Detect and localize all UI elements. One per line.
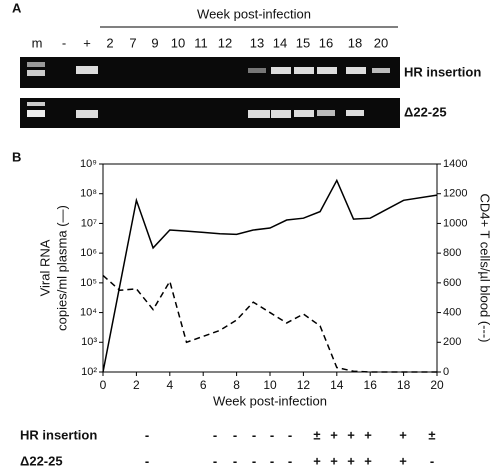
y2-tick-label: 1400 (443, 158, 467, 170)
lane-label: 15 (296, 35, 310, 50)
cell: - (252, 453, 256, 468)
cell: + (330, 427, 338, 442)
y2-tick-label: 0 (443, 366, 449, 378)
cell: - (288, 427, 292, 442)
x-tick-label: 18 (397, 378, 411, 392)
y-tick-label: 10⁷ (81, 217, 97, 229)
cell: + (347, 427, 355, 442)
y2-tick-label: 1000 (443, 217, 467, 229)
cell: - (430, 453, 434, 468)
y-tick-label: 10⁹ (80, 158, 97, 170)
lane-label: + (83, 35, 91, 50)
x-tick-label: 6 (200, 378, 207, 392)
cell: - (233, 453, 237, 468)
y-tick-label: 10² (81, 366, 97, 378)
cell: - (288, 453, 292, 468)
lane-label: 20 (374, 35, 388, 50)
cell: - (213, 453, 217, 468)
y2-tick-label: 800 (443, 247, 461, 259)
x-tick-label: 8 (233, 378, 240, 392)
cell: + (330, 453, 338, 468)
cell: - (145, 427, 149, 442)
lane-label: 12 (218, 35, 232, 50)
lane-label: 11 (194, 35, 208, 50)
cell: - (233, 427, 237, 442)
row-label: Δ22-25 (20, 453, 63, 468)
x-tick-label: 12 (297, 378, 311, 392)
panel-label: B (12, 149, 21, 164)
y2-tick-label: 600 (443, 277, 461, 289)
cell: + (399, 427, 407, 442)
y-axis-label: Viral RNA (37, 239, 52, 296)
cell: + (364, 453, 372, 468)
cell: - (145, 453, 149, 468)
lane-label: 18 (348, 35, 362, 50)
y-tick-label: 10⁵ (80, 277, 97, 289)
cell: - (213, 427, 217, 442)
cell: - (270, 453, 274, 468)
x-tick-label: 16 (364, 378, 378, 392)
cell: + (399, 453, 407, 468)
cell: - (252, 427, 256, 442)
lane-label: 2 (106, 35, 113, 50)
cell: - (270, 427, 274, 442)
bands (27, 62, 390, 118)
lane-label: 10 (171, 35, 185, 50)
cell: + (364, 427, 372, 442)
gel-heading: Week post-infection (197, 6, 311, 21)
y-tick-label: 10⁶ (80, 247, 97, 259)
gel-label: HR insertion (404, 64, 481, 79)
lane-label: 13 (250, 35, 264, 50)
x-tick-label: 14 (330, 378, 344, 392)
x-tick-label: 2 (133, 378, 140, 392)
y2-tick-label: 400 (443, 306, 461, 318)
y-tick-label: 10⁸ (80, 188, 97, 200)
x-tick-label: 20 (430, 378, 444, 392)
plot-frame (102, 163, 438, 373)
x-axis-label: Week post-infection (213, 393, 327, 408)
lane-label: 16 (319, 35, 333, 50)
lane-label: - (62, 35, 66, 50)
cell: ± (313, 427, 320, 442)
cell: + (347, 453, 355, 468)
cell: ± (428, 427, 435, 442)
y2-tick-label: 200 (443, 336, 461, 348)
y-tick-label: 10³ (81, 336, 97, 348)
row-label: HR insertion (20, 427, 97, 442)
panel-label: A (12, 0, 22, 15)
line (102, 178, 438, 373)
line (102, 274, 437, 373)
x-tick-label: 10 (263, 378, 277, 392)
x-tick-label: 0 (100, 378, 107, 392)
lane-label: 7 (129, 35, 136, 50)
cell: + (313, 453, 321, 468)
lane-label: 9 (151, 35, 158, 50)
lane-label: m (32, 35, 43, 50)
x-tick-label: 4 (166, 378, 173, 392)
y2-axis-label: CD4+ T cells/µl blood (---) (478, 194, 493, 343)
y-tick-label: 10⁴ (80, 306, 97, 318)
lane-label: 14 (273, 35, 287, 50)
y-axis-label: copies/ml plasma (—) (54, 205, 69, 331)
gel-label: Δ22-25 (404, 104, 447, 119)
y2-tick-label: 1200 (443, 188, 467, 200)
